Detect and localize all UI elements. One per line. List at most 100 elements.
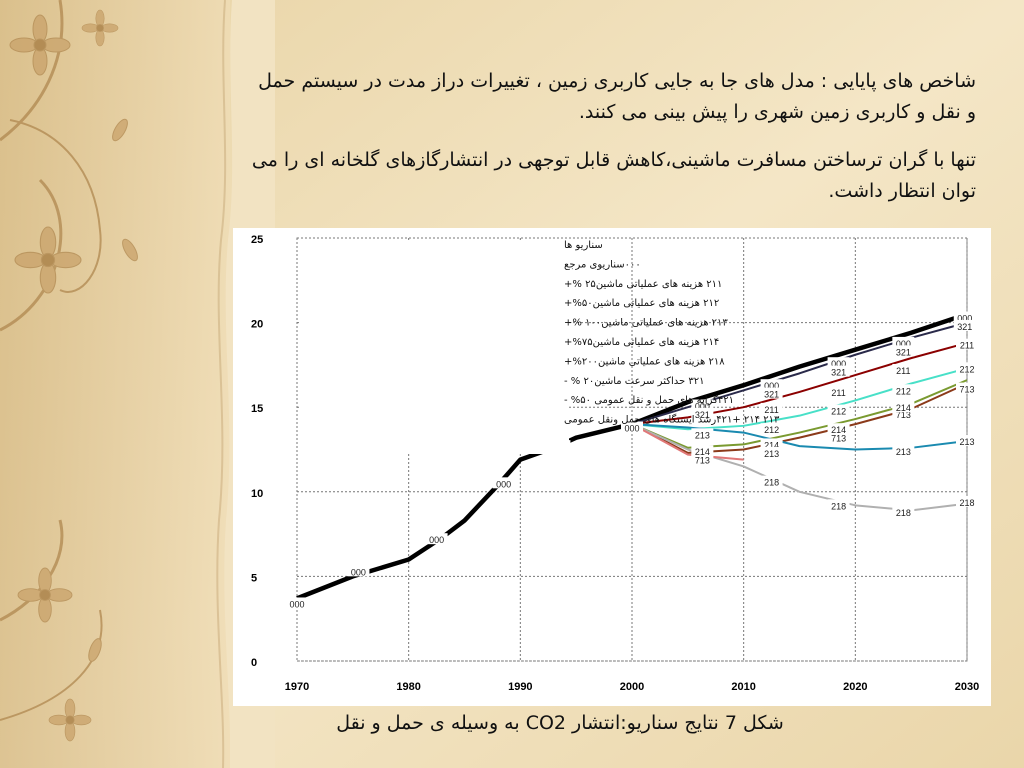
legend-entry: ۰۰۰سناریوی مرجع — [564, 259, 641, 270]
point-label: 000 — [429, 535, 444, 545]
point-label-bg — [760, 402, 783, 414]
point-label-bg — [492, 477, 515, 489]
point-label-bg — [760, 423, 783, 435]
point-label-bg — [827, 357, 850, 369]
y-tick-label: 0 — [251, 657, 257, 669]
point-label: 000 — [957, 314, 972, 324]
point-label: 214 — [764, 440, 779, 450]
point-label: 000 — [289, 599, 304, 609]
point-label: 713 — [959, 385, 974, 395]
legend-title: سناریو ها — [564, 240, 603, 251]
point-label-bg — [691, 399, 714, 411]
figure-caption: شکل 7 نتایج سناریو:انتشار CO2 به وسیله ی… — [336, 712, 784, 734]
point-label: 212 — [831, 407, 846, 417]
point-label: 321 — [764, 390, 779, 400]
point-label: 000 — [896, 339, 911, 349]
x-tick-label: 2020 — [843, 681, 867, 693]
point-label-bg — [827, 431, 850, 443]
point-label-bg — [760, 446, 783, 458]
point-label-bg — [956, 382, 978, 394]
point-label-bg — [953, 319, 976, 331]
x-tick-label: 1980 — [396, 681, 420, 693]
point-label: 321 — [831, 368, 846, 378]
plot-frame — [296, 237, 968, 662]
point-label-bg — [425, 533, 448, 545]
point-label: 321 — [896, 347, 911, 357]
point-label-bg — [760, 438, 783, 450]
legend-entry: ۳۲۱ حداکثر سرعت ماشین۲۰ % - — [564, 376, 704, 387]
point-label-bg — [892, 336, 915, 348]
point-label-bg — [956, 495, 978, 507]
y-tick-label: 5 — [251, 572, 257, 584]
series-line-211 — [631, 341, 968, 426]
point-label-bg — [956, 435, 978, 447]
legend-entry: ۲۱۲ هزینه های عملیاتی ماشین۵۰%+ — [564, 298, 719, 309]
point-label-bg — [691, 407, 714, 419]
point-label-bg — [956, 338, 978, 350]
point-label-bg — [827, 365, 850, 377]
legend-bg — [299, 240, 569, 454]
point-label: 321 — [695, 410, 710, 420]
body-paragraph-2: تنها با گران ترساختن مسافرت ماشینی،کاهش … — [251, 149, 976, 202]
x-tick-label: 2000 — [620, 681, 644, 693]
point-label-bg — [827, 499, 850, 511]
point-label-bg — [691, 428, 714, 440]
y-tick-label: 15 — [251, 403, 263, 415]
point-label-bg — [827, 423, 850, 435]
point-label: 218 — [896, 508, 911, 518]
point-label-bg — [827, 404, 850, 416]
point-label: 713 — [896, 410, 911, 420]
point-label: 214 — [896, 403, 911, 413]
y-tick-label: 10 — [251, 488, 263, 500]
x-tick-label: 2010 — [731, 681, 755, 693]
legend-entry: ۴۲۱کرایه های حمل و نقل عمومی ۵۰% - — [564, 395, 734, 406]
point-label: 218 — [959, 498, 974, 508]
point-label-bg — [892, 506, 915, 518]
point-label-bg — [760, 387, 783, 399]
point-label: 214 — [695, 447, 710, 457]
point-label-bg — [956, 362, 978, 374]
point-label: 211 — [764, 405, 778, 415]
point-label: 218 — [831, 501, 846, 511]
legend-entry: ۲۱۸ هزینه های عملیاتی ماشین۲۰۰%+ — [564, 356, 725, 367]
point-label-bg — [621, 421, 643, 433]
point-label-bg — [892, 363, 915, 375]
point-label-bg — [827, 385, 850, 397]
series-line-421 — [631, 423, 744, 461]
point-label-bg — [953, 311, 976, 323]
point-label: 213 — [764, 449, 779, 459]
point-label: 212 — [764, 425, 779, 435]
point-label: 321 — [957, 322, 972, 332]
point-label-bg — [892, 445, 915, 457]
x-tick-label: 1990 — [508, 681, 532, 693]
point-label: 000 — [624, 424, 639, 434]
body-paragraph-1: شاخص های پایایی : مدل های جا به جایی کار… — [258, 70, 976, 123]
y-tick-label: 25 — [251, 234, 263, 246]
point-label: 000 — [351, 567, 366, 577]
point-label: 214 — [831, 425, 846, 435]
point-label: 211 — [831, 388, 845, 398]
legend-entry: ۲۱۳ هزینه های عملیاتی ماشین۱۰۰ %+ — [564, 318, 728, 329]
point-label: 000 — [695, 402, 710, 412]
point-label-bg — [892, 407, 915, 419]
point-label: 212 — [959, 364, 974, 374]
point-label: 211 — [960, 341, 974, 351]
point-label: 713 — [831, 434, 846, 444]
point-label-bg — [691, 445, 714, 457]
point-label: 213 — [896, 447, 911, 457]
co2-chart: 0 5 10 15 20 25 1970 1980 1990 2000 2010 2020 2030 00… — [251, 234, 979, 693]
point-label: 218 — [764, 478, 779, 488]
x-tick-label: 1970 — [285, 681, 309, 693]
point-label-bg — [760, 475, 783, 487]
legend-entry: ۲۱۴ هزینه های عملیاتی ماشین۷۵%+ — [564, 337, 719, 348]
floral-ornament-icon — [0, 0, 138, 742]
point-label-bg — [892, 384, 915, 396]
point-label: 000 — [764, 381, 779, 391]
point-label-bg — [286, 597, 308, 609]
y-tick-label: 20 — [251, 319, 263, 331]
legend-entry: ۲۱۳ ۲۱۴ +۴۲۱رشد ایستگاه های حمل ونقل عمو… — [564, 414, 780, 426]
point-label-bg — [892, 401, 915, 413]
point-label-bg — [691, 453, 714, 465]
x-tick-label: 2030 — [955, 681, 979, 693]
point-label-bg — [760, 379, 783, 391]
